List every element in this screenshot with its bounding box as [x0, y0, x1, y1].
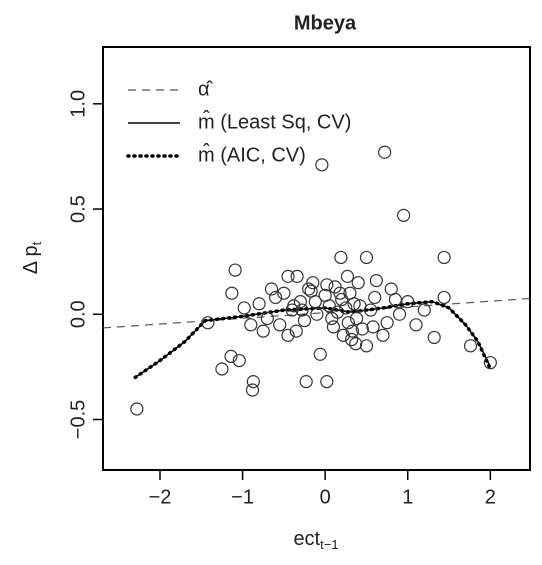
y-label-main: Δ p [20, 245, 42, 274]
point [359, 250, 374, 265]
point [463, 339, 478, 353]
point [392, 307, 407, 321]
point [326, 320, 341, 334]
point [409, 318, 423, 332]
point [366, 320, 380, 334]
point [355, 322, 369, 336]
point [287, 299, 301, 313]
point [269, 290, 283, 305]
point [320, 375, 334, 389]
point [322, 299, 336, 313]
legend-label: α̂ [198, 78, 214, 100]
point [264, 282, 279, 296]
point [310, 307, 324, 321]
point [290, 269, 304, 283]
point [347, 297, 361, 311]
point [201, 316, 215, 330]
y-tick-label: 0.5 [67, 195, 89, 223]
y-tick-label: 1.0 [67, 90, 89, 118]
point [281, 269, 295, 283]
point [228, 263, 242, 277]
point [232, 353, 246, 368]
point [246, 375, 260, 389]
point [281, 328, 295, 342]
point [376, 328, 390, 342]
point [437, 290, 451, 305]
x-tick-label: −2 [149, 486, 172, 508]
point [378, 145, 392, 159]
point [369, 273, 383, 288]
point [224, 349, 238, 363]
point [256, 324, 270, 338]
point [315, 158, 329, 172]
point [277, 286, 291, 300]
point [244, 318, 258, 332]
point [302, 282, 316, 296]
point [401, 295, 415, 309]
point [215, 362, 229, 376]
point [225, 286, 239, 300]
point [345, 324, 360, 338]
point [237, 301, 251, 315]
point [333, 286, 347, 300]
point [293, 295, 307, 309]
x-label-sub: t−1 [320, 537, 338, 552]
point [335, 292, 349, 307]
legend-label: m̂ (Least Sq, CV) [198, 110, 351, 133]
point [320, 278, 334, 292]
point [437, 250, 451, 265]
point [308, 295, 322, 309]
line-dashed [102, 297, 531, 329]
legend-label: m̂ (AIC, CV) [198, 143, 306, 166]
y-label-sub: t [29, 241, 44, 245]
point [130, 402, 144, 416]
point [289, 324, 303, 338]
x-tick-label: −1 [231, 486, 254, 508]
point [368, 290, 382, 305]
point [260, 311, 274, 326]
x-tick-label: 2 [485, 486, 496, 508]
point [245, 383, 260, 397]
point [339, 301, 353, 315]
point [334, 250, 348, 265]
point [380, 316, 394, 330]
point [325, 311, 339, 326]
point [341, 316, 355, 330]
point [353, 299, 367, 313]
point [340, 269, 355, 283]
x-label-main: ect [293, 528, 320, 550]
point [397, 208, 411, 222]
x-tick-label: 0 [320, 486, 331, 508]
chart-title: Mbeya [294, 12, 357, 34]
point [273, 318, 287, 332]
point [299, 375, 313, 389]
plot-frame [102, 46, 531, 471]
point [336, 328, 350, 342]
point [483, 356, 497, 370]
point [313, 347, 327, 361]
point [351, 276, 365, 290]
point [349, 337, 363, 351]
point [345, 332, 359, 347]
point [349, 311, 364, 326]
y-tick-label: 0.0 [67, 300, 89, 328]
point [417, 303, 431, 317]
point [359, 339, 374, 353]
x-axis-label: ectt−1 [293, 528, 338, 552]
y-axis-label: Δ pt [20, 241, 44, 274]
point [388, 292, 402, 307]
y-tick-label: −0.5 [67, 400, 89, 439]
point [295, 303, 309, 317]
point [252, 297, 266, 311]
point [297, 313, 312, 328]
x-tick-label: 1 [402, 486, 413, 508]
point [427, 330, 441, 345]
